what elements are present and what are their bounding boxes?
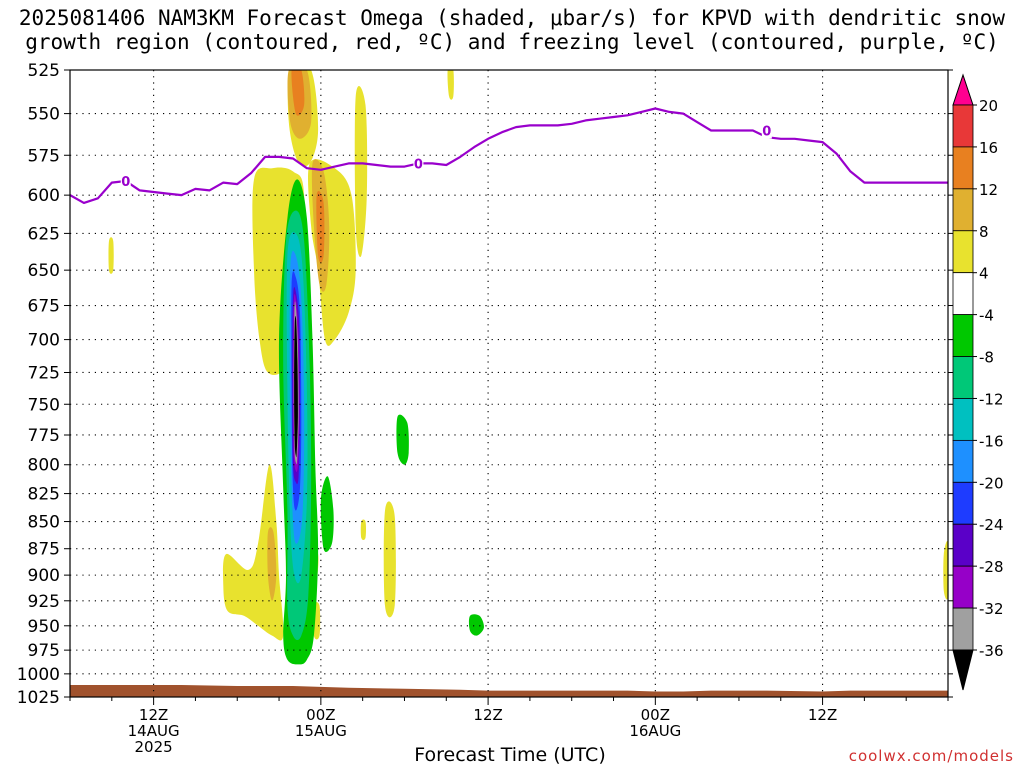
colorbar-box — [952, 439, 974, 483]
freezing-level-line — [70, 107, 948, 204]
omega-region-19 — [396, 414, 409, 465]
x-tick-label: 00Z — [641, 706, 670, 724]
grid-layer — [70, 70, 948, 697]
terrain-fill — [70, 685, 948, 697]
y-tick-label: 600 — [28, 186, 60, 206]
colorbar-tick-label: 16 — [979, 139, 998, 157]
y-tick-label: 925 — [28, 592, 60, 612]
y-tick-label: 900 — [28, 566, 60, 586]
omega-region-7 — [447, 70, 454, 100]
y-tick-label: 850 — [28, 513, 60, 533]
y-tick-label: 675 — [28, 297, 60, 317]
y-tick-label: 625 — [28, 224, 60, 244]
colorbar-tick-label: 12 — [979, 181, 998, 199]
freezing-level-label-bg — [120, 172, 131, 189]
colorbar-tick-label: -20 — [979, 474, 1004, 492]
y-tick-label: 650 — [28, 261, 60, 281]
colorbar-tick-label: 4 — [979, 265, 989, 283]
omega-shading-layer — [108, 70, 948, 665]
colorbar-box — [952, 104, 974, 148]
colorbar-tick-label: -24 — [979, 516, 1004, 534]
y-tick-label: 700 — [28, 331, 60, 351]
freezing-level-label: 0 — [121, 175, 130, 190]
y-tick-label: 525 — [28, 61, 60, 81]
terrain-layer — [70, 685, 948, 697]
chart-title-line-1: 2025081406 NAM3KM Forecast Omega (shaded… — [18, 6, 1006, 30]
y-tick-label: 825 — [28, 485, 60, 505]
x-tick-label: 12Z — [473, 706, 502, 724]
omega-region-16 — [316, 191, 325, 263]
omega-region-8 — [108, 237, 114, 274]
chart-title-line-2: growth region (contoured, red, ºC) and f… — [25, 30, 999, 54]
colorbar-box — [952, 188, 974, 232]
colorbar-tick-label: -4 — [979, 307, 994, 325]
y-tick-label: 875 — [28, 540, 60, 560]
colorbar-tick-label: -16 — [979, 432, 1004, 450]
colorbar-tick-label: -8 — [979, 349, 994, 367]
x-axis-label: Forecast Time (UTC) — [414, 744, 606, 766]
omega-region-6 — [354, 85, 368, 258]
y-tick-label: 750 — [28, 395, 60, 415]
colorbar-box — [952, 565, 974, 609]
colorbar-box — [952, 481, 974, 525]
colorbar-box — [952, 314, 974, 357]
freezing-level-label: 0 — [414, 157, 423, 172]
colorbar-top-arrow — [952, 73, 974, 106]
omega-region-11 — [943, 540, 948, 600]
colorbar-box — [952, 398, 974, 441]
y-tick-label: 575 — [28, 146, 60, 166]
colorbar-box — [952, 607, 974, 651]
colorbar-box — [952, 356, 974, 399]
omega-region-28 — [294, 315, 298, 458]
colorbar-tick-label: -36 — [979, 642, 1004, 660]
omega-region-14 — [267, 527, 277, 601]
omega-region-15 — [291, 70, 305, 116]
colorbar: 20 16 12 8 4 -4 -8 -12 -16 -20 -24 -28 -32 -36 — [952, 73, 1004, 691]
x-tick-label: 2025 — [135, 738, 173, 756]
credit-text[interactable]: coolwx.com/models — [848, 747, 1014, 765]
y-tick-label: 975 — [28, 641, 60, 661]
colorbar-box — [952, 230, 974, 274]
colorbar-tick-label: 20 — [979, 97, 998, 115]
colorbar-tick-label: 8 — [979, 223, 989, 241]
x-tick-label: 14AUG — [128, 722, 180, 740]
colorbar-bottom-arrow — [952, 649, 974, 691]
x-tick-label: 15AUG — [295, 722, 347, 740]
plot-frame — [69, 69, 949, 698]
colorbar-tick-label: -28 — [979, 558, 1004, 576]
y-tick-label: 550 — [28, 105, 60, 125]
colorbar-box — [952, 146, 974, 190]
x-tick-label: 12Z — [139, 706, 168, 724]
colorbar-box — [952, 523, 974, 567]
colorbar-tick-label: -12 — [979, 390, 1004, 408]
omega-region-5 — [383, 501, 396, 618]
freezing-level-label-bg — [413, 155, 424, 172]
x-tick-label: 00Z — [306, 706, 335, 724]
freezing-level-layer: 0 0 0 — [70, 107, 948, 204]
y-tick-label: 1025 — [17, 688, 60, 708]
y-tick-label: 1000 — [17, 665, 60, 685]
x-tick-label: 16AUG — [629, 722, 681, 740]
y-tick-label: 950 — [28, 617, 60, 637]
y-axis: 525 550 575 600 625 650 675 700 725 750 775 800 825 8… — [17, 61, 953, 708]
freezing-level-label: 0 — [762, 124, 771, 139]
y-tick-label: 775 — [28, 426, 60, 446]
x-tick-label: 12Z — [808, 706, 837, 724]
omega-region-20 — [468, 614, 484, 636]
omega-region-9 — [360, 519, 367, 540]
omega-region-18 — [320, 476, 334, 553]
colorbar-tick-label: -32 — [979, 600, 1004, 618]
colorbar-box — [952, 272, 974, 316]
omega-region-3 — [222, 464, 284, 641]
y-tick-label: 725 — [28, 363, 60, 383]
freezing-level-label-bg — [761, 122, 772, 139]
y-tick-label: 800 — [28, 456, 60, 476]
